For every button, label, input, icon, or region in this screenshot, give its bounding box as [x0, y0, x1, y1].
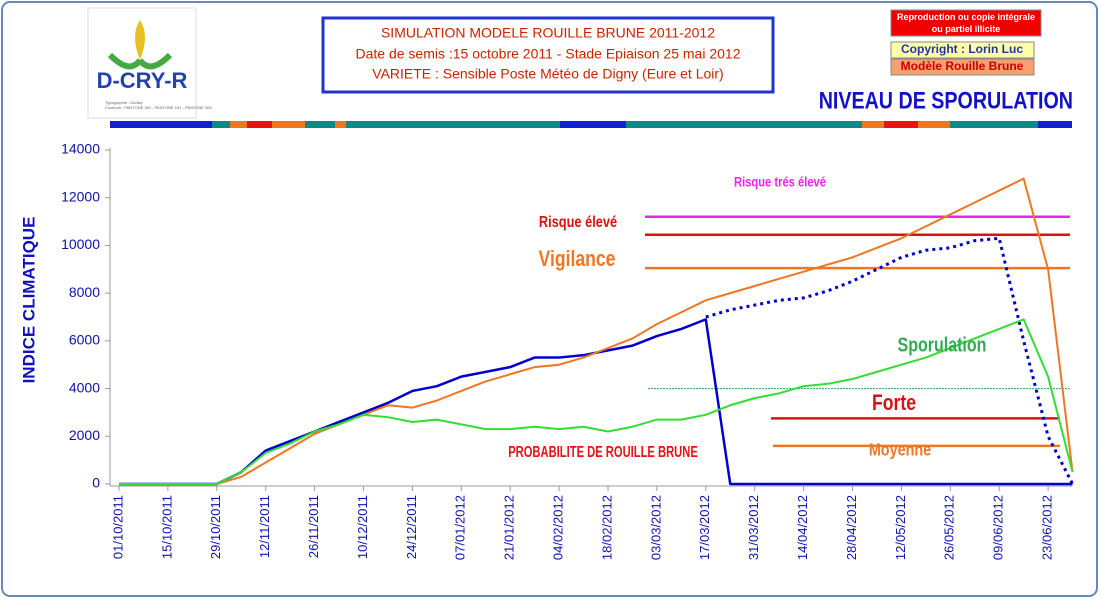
threshold-label: Vigilance — [539, 247, 616, 271]
strip — [862, 121, 884, 128]
x-tick-label: 26/05/2012 — [942, 495, 957, 560]
strip — [247, 121, 272, 128]
title-line: Date de semis :15 octobre 2011 - Stade E… — [356, 46, 741, 62]
annotation: PROBABILITE DE ROUILLE BRUNE — [508, 442, 698, 461]
strip — [110, 121, 212, 128]
x-tick-label: 15/10/2011 — [159, 495, 174, 559]
title-box — [321, 16, 775, 94]
x-tick-label: 29/10/2011 — [208, 495, 223, 559]
y-tick-label: 8000 — [69, 284, 100, 300]
threshold-label: Risque élevé — [539, 214, 617, 232]
x-tick-label: 12/11/2011 — [257, 495, 272, 558]
copyright-box — [890, 41, 1035, 59]
chart-title: NIVEAU DE SPORULATION — [819, 86, 1073, 113]
strip — [346, 121, 560, 128]
logo-note: Couleurs : PANTONE 361 - PANTONE 151 - P… — [105, 105, 212, 110]
model-box — [890, 58, 1035, 76]
y-tick-label: 14000 — [61, 141, 100, 157]
threshold-label: Risque trés élevé — [734, 174, 826, 189]
strip — [230, 121, 247, 128]
strip — [560, 121, 626, 128]
strip — [884, 121, 918, 128]
threshold-label: Moyenne — [869, 440, 931, 460]
copyright: Copyright : Lorin Luc — [901, 42, 1023, 56]
x-tick-label: 26/11/2011 — [306, 495, 321, 558]
y-tick-label: 12000 — [61, 188, 100, 204]
x-tick-label: 03/03/2012 — [648, 495, 663, 560]
logo-note: Typographie : Dudley — [105, 100, 143, 105]
logo-wheat — [135, 20, 145, 60]
x-tick-label: 28/04/2012 — [844, 495, 859, 560]
x-tick-label: 18/02/2012 — [599, 495, 614, 560]
logo-hands — [107, 52, 173, 70]
strip — [1038, 121, 1072, 128]
annotation: Sporulation — [898, 334, 987, 356]
x-tick-label: 14/04/2012 — [795, 495, 810, 560]
strip — [272, 121, 305, 128]
x-tick-label: 24/12/2011 — [404, 495, 419, 559]
strip — [626, 121, 862, 128]
strip — [212, 121, 230, 128]
strip — [335, 121, 346, 128]
x-tick-label: 09/06/2012 — [991, 495, 1006, 560]
x-tick-label: 17/03/2012 — [697, 495, 712, 560]
risk-strip — [110, 121, 1072, 128]
y-tick-label: 2000 — [69, 427, 100, 443]
threshold-label: Forte — [872, 391, 916, 415]
x-tick-label: 23/06/2012 — [1040, 495, 1055, 560]
x-tick-label: 01/10/2011 — [110, 495, 125, 559]
y-tick-label: 10000 — [61, 236, 100, 252]
y-tick-label: 4000 — [69, 379, 100, 395]
x-tick-label: 10/12/2011 — [355, 495, 370, 559]
strip — [918, 121, 950, 128]
y-tick-label: 0 — [92, 475, 100, 491]
series-line — [119, 177, 1074, 485]
x-tick-label: 12/05/2012 — [893, 495, 908, 560]
series-line — [119, 318, 1074, 485]
warning: Reproduction ou copie intégrale ou parti… — [896, 12, 1035, 34]
strip — [950, 121, 1038, 128]
x-tick-label: 31/03/2012 — [746, 495, 761, 560]
y-axis-label: INDICE CLIMATIQUE — [19, 217, 38, 384]
x-tick-label: 04/02/2012 — [551, 495, 566, 560]
model: Modèle Rouille Brune — [901, 59, 1024, 73]
x-tick-label: 21/01/2012 — [502, 495, 517, 560]
warning-box — [890, 9, 1042, 37]
strip — [305, 121, 335, 128]
x-tick-label: 07/01/2012 — [453, 495, 468, 560]
series-line — [705, 236, 1074, 485]
title-line: VARIETE : Sensible Poste Météo de Digny … — [372, 66, 723, 82]
warning-text: Reproduction ou copie intégrale ou parti… — [896, 12, 1035, 34]
y-tick-label: 6000 — [69, 332, 100, 348]
logo-text: D-CRY-R — [97, 68, 188, 93]
title-line: SIMULATION MODELE ROUILLE BRUNE 2011-201… — [381, 25, 715, 41]
